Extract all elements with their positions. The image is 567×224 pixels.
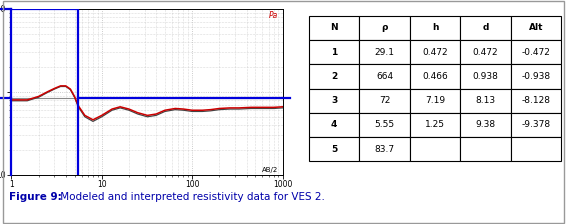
Text: Modeled and interpreted resistivity data for VES 2.: Modeled and interpreted resistivity data…: [57, 192, 324, 202]
Text: Figure 9:: Figure 9:: [9, 192, 61, 202]
Text: AB/2: AB/2: [262, 167, 278, 173]
Text: Pa: Pa: [269, 11, 278, 20]
